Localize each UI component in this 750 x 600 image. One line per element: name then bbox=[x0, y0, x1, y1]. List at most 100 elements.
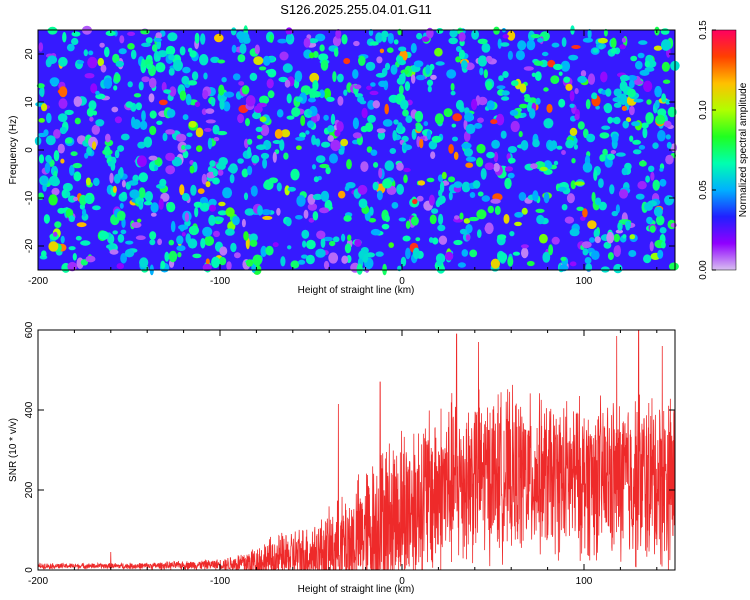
heatmap-cell bbox=[490, 198, 501, 204]
heatmap-cell bbox=[209, 160, 216, 167]
heatmap-cell bbox=[168, 250, 178, 263]
heatmap-cell bbox=[410, 43, 417, 54]
snr-series-line bbox=[38, 330, 675, 570]
heatmap-cell bbox=[241, 218, 246, 228]
heatmap-cell bbox=[274, 129, 283, 139]
heatmap-cell bbox=[569, 90, 575, 102]
y-tick-label: 20 bbox=[24, 48, 35, 60]
heatmap-cell bbox=[423, 121, 429, 127]
heatmap-cell bbox=[312, 211, 319, 221]
heatmap-cell bbox=[38, 154, 45, 164]
heatmap-cell bbox=[283, 152, 289, 160]
heatmap-cell bbox=[667, 106, 677, 118]
heatmap-cell bbox=[222, 187, 233, 199]
heatmap-cell bbox=[112, 230, 118, 235]
heatmap-cell bbox=[571, 45, 581, 49]
heatmap-cell bbox=[569, 261, 577, 267]
heatmap-cell bbox=[168, 68, 175, 76]
colorbar-tick-label: 0.15 bbox=[698, 20, 709, 40]
heatmap-cell bbox=[484, 222, 494, 235]
heatmap-cell bbox=[635, 60, 643, 70]
heatmap-cell bbox=[654, 85, 662, 98]
heatmap-cell bbox=[417, 180, 426, 186]
heatmap-cell bbox=[138, 172, 148, 183]
heatmap-cell bbox=[548, 244, 554, 256]
heatmap-cell bbox=[654, 99, 660, 109]
heatmap-cell bbox=[500, 42, 510, 47]
heatmap-cell bbox=[453, 151, 459, 160]
heatmap-cell bbox=[631, 121, 641, 127]
heatmap-cell bbox=[384, 62, 391, 71]
heatmap-cell bbox=[491, 139, 500, 149]
heatmap-cell bbox=[131, 222, 142, 228]
heatmap-cell bbox=[541, 51, 549, 57]
heatmap-cell bbox=[226, 261, 232, 271]
heatmap-cell bbox=[221, 77, 227, 83]
heatmap-cell bbox=[234, 252, 241, 259]
heatmap-cell bbox=[285, 27, 293, 35]
heatmap-cell bbox=[149, 239, 156, 246]
heatmap-cell bbox=[358, 198, 368, 209]
heatmap-cell bbox=[477, 38, 488, 45]
heatmap-cell bbox=[461, 181, 471, 193]
heatmap-cell bbox=[449, 29, 458, 38]
heatmap-cell bbox=[303, 209, 309, 219]
heatmap-cell bbox=[330, 139, 341, 152]
heatmap-cell bbox=[569, 127, 578, 136]
heatmap-cell bbox=[261, 209, 272, 216]
heatmap-cell bbox=[398, 46, 407, 52]
heatmap-cell bbox=[379, 48, 385, 54]
heatmap-cell bbox=[477, 229, 482, 239]
heatmap-cell bbox=[426, 177, 435, 183]
heatmap-cell bbox=[262, 55, 271, 66]
heatmap-cell bbox=[403, 174, 408, 184]
heatmap-cell bbox=[65, 191, 71, 198]
heatmap-cell bbox=[280, 129, 291, 138]
heatmap-cell bbox=[532, 139, 540, 148]
heatmap-cell bbox=[366, 85, 372, 91]
heatmap-cell bbox=[591, 191, 596, 203]
heatmap-cell bbox=[179, 184, 185, 196]
heatmap-cell bbox=[219, 98, 225, 110]
heatmap-cell bbox=[181, 232, 186, 237]
heatmap-cell bbox=[318, 53, 329, 61]
heatmap-cell bbox=[490, 258, 500, 269]
heatmap-cell bbox=[57, 113, 68, 122]
heatmap-cell bbox=[388, 242, 395, 248]
heatmap-cell bbox=[150, 212, 157, 217]
heatmap-cell bbox=[269, 55, 275, 62]
heatmap-cell bbox=[670, 222, 677, 228]
heatmap-cell bbox=[393, 119, 399, 125]
heatmap-cell bbox=[543, 87, 549, 92]
heatmap-cell bbox=[517, 40, 527, 51]
heatmap-cell bbox=[598, 44, 605, 50]
heatmap-cell bbox=[657, 249, 664, 259]
heatmap-cell bbox=[254, 44, 260, 55]
heatmap-cell bbox=[530, 163, 538, 170]
heatmap-cell bbox=[405, 247, 411, 260]
heatmap-cell bbox=[328, 252, 339, 264]
heatmap-cell bbox=[245, 95, 256, 107]
heatmap-cell bbox=[168, 53, 175, 61]
heatmap-cell bbox=[661, 61, 671, 72]
heatmap-cell bbox=[458, 32, 466, 42]
heatmap-cell bbox=[295, 136, 306, 141]
heatmap-cell bbox=[582, 248, 589, 256]
heatmap-cell bbox=[611, 133, 619, 143]
heatmap-cell bbox=[610, 37, 617, 49]
heatmap-cell bbox=[75, 235, 82, 241]
heatmap-cell bbox=[66, 43, 75, 52]
heatmap-cell bbox=[591, 250, 600, 260]
heatmap-cell bbox=[430, 74, 437, 80]
heatmap-cell bbox=[666, 141, 672, 149]
heatmap-cell bbox=[318, 89, 325, 99]
heatmap-cell bbox=[523, 94, 530, 99]
heatmap-cell bbox=[377, 131, 386, 140]
x-tick-label: 100 bbox=[576, 576, 593, 587]
heatmap-cell bbox=[46, 112, 52, 124]
heatmap-cell bbox=[347, 234, 352, 242]
heatmap-cell bbox=[120, 229, 127, 235]
heatmap-cell bbox=[360, 125, 368, 133]
heatmap-cell bbox=[100, 64, 107, 73]
